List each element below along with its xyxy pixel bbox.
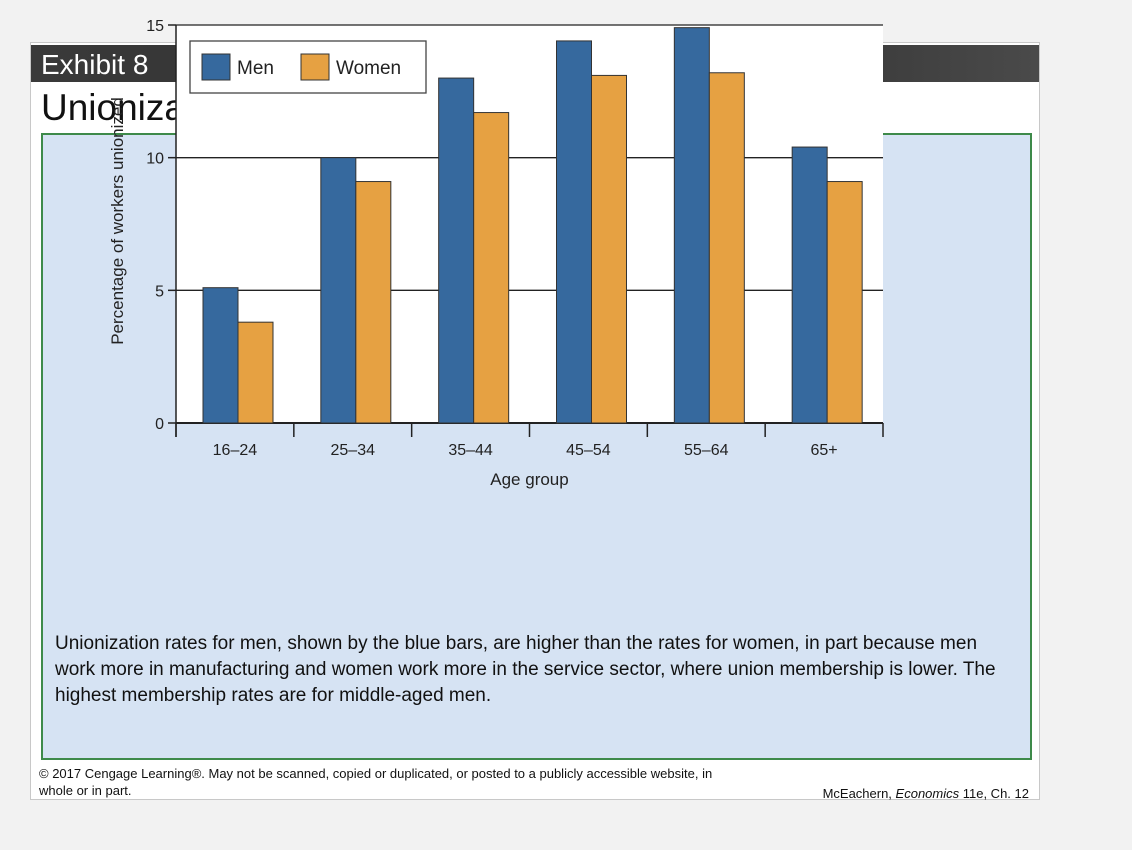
y-axis-label: Percentage of workers unionized bbox=[108, 97, 127, 345]
copyright-notice: © 2017 Cengage Learning®. May not be sca… bbox=[39, 766, 713, 798]
citation: McEachern, Economics 11e, Ch. 12 bbox=[823, 786, 1029, 801]
bar-women bbox=[591, 74, 627, 424]
citation-edition: 11e, Ch. 12 bbox=[959, 786, 1029, 801]
chart-panel: 0 5 10 15 16–24 25–34 35–44 45–54 55–64 65+ Age gr… bbox=[41, 18, 1032, 760]
x-tick-label: 65+ bbox=[811, 442, 838, 459]
legend-swatch-women bbox=[300, 53, 330, 81]
bar-women bbox=[355, 181, 392, 424]
bar-women bbox=[237, 321, 274, 424]
legend-label-men: Men bbox=[237, 58, 274, 79]
y-tick-label: 0 bbox=[155, 416, 164, 433]
bar-men bbox=[320, 157, 357, 424]
citation-author: McEachern, bbox=[822, 786, 896, 801]
y-tick-label: 10 bbox=[146, 151, 164, 168]
y-tick-label: 5 bbox=[155, 283, 164, 300]
citation-book: Economics bbox=[895, 786, 960, 801]
bar-women bbox=[826, 181, 863, 424]
bar-men bbox=[791, 146, 828, 424]
bar-men bbox=[202, 287, 239, 424]
bar-men bbox=[556, 40, 592, 424]
x-tick-label: 45–54 bbox=[566, 442, 611, 459]
x-tick-label: 25–34 bbox=[331, 442, 376, 459]
bar-men bbox=[438, 77, 475, 424]
bar-men bbox=[673, 27, 710, 424]
legend-swatch-men bbox=[201, 53, 231, 81]
x-tick-label: 16–24 bbox=[213, 442, 258, 459]
bar-women bbox=[473, 112, 510, 424]
x-tick-label: 55–64 bbox=[684, 442, 729, 459]
slide: Exhibit 8 Unionization Rates by Age and … bbox=[30, 18, 1040, 801]
exhibit-label: Exhibit 8 bbox=[41, 49, 149, 80]
chart-caption: Unionization rates for men, shown by the… bbox=[55, 633, 996, 706]
bar-chart: 0 5 10 15 16–24 25–34 35–44 45–54 55–64 65+ Age gr… bbox=[108, 18, 884, 489]
x-tick-label: 35–44 bbox=[448, 442, 493, 459]
bar-women bbox=[708, 72, 745, 424]
x-axis-label: Age group bbox=[490, 470, 568, 489]
legend-label-women: Women bbox=[336, 58, 401, 79]
y-tick-label: 15 bbox=[146, 18, 164, 35]
